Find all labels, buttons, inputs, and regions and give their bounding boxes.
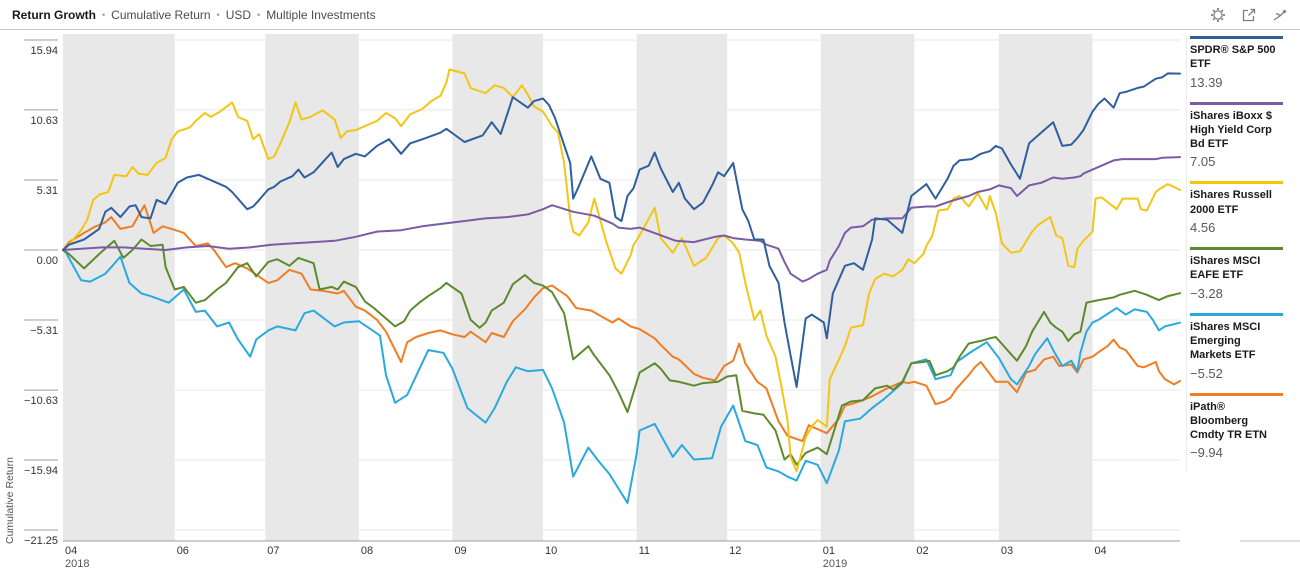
y-tick-label: −10.63 [24,395,58,407]
x-tick-label: 07 [267,545,279,557]
month-band [452,34,543,541]
legend-entry-name: iShares iBoxx $ High Yield Corp Bd ETF [1190,109,1272,151]
month-band [998,34,1093,541]
subtitle-currency: USD [225,7,252,22]
legend-entry-russell[interactable]: iShares Russell 2000 ETF 4.56 [1190,181,1283,235]
subtitle-return-type: Cumulative Return [111,7,211,22]
toolbar-icons [1210,7,1288,23]
x-tick-label: 09 [454,545,466,557]
x-tick-label: 04 [65,545,77,557]
y-tick-label: −15.94 [24,465,58,477]
month-band [265,34,359,541]
x-tick-label: 11 [639,545,650,557]
y-tick-label: 10.63 [30,115,58,127]
legend-entry-name: iShares MSCI Emerging Markets ETF [1190,320,1261,362]
series-line-sp500[interactable] [62,72,1181,388]
export-icon[interactable] [1241,7,1257,23]
y-tick-label: −5.31 [30,325,58,337]
separator-dot: • [102,9,106,20]
x-tick-year-label: 2018 [65,558,89,570]
subtitle-investments: Multiple Investments [266,7,376,22]
separator-dot: • [216,9,220,20]
y-tick-label: 15.94 [30,45,58,57]
legend-entry-value: 4.56 [1190,220,1216,236]
legend-entry-name: SPDR® S&P 500 ETF [1190,44,1276,71]
legend-entry-em[interactable]: iShares MSCI Emerging Markets ETF −5.52 [1190,312,1283,381]
legend-entry-value: −9.94 [1190,445,1223,461]
legend-entry-cmdty[interactable]: iPath® Bloomberg Cmdty TR ETN −9.94 [1190,392,1283,461]
legend-entry-sp500[interactable]: SPDR® S&P 500 ETF 13.39 [1190,36,1283,90]
legend-entry-value: −5.52 [1190,365,1223,381]
toolbar: Return Growth • Cumulative Return • USD … [0,0,1300,30]
x-tick-label: 08 [361,545,373,557]
x-tick-year-label: 2019 [823,558,847,570]
series-line-em[interactable] [62,249,1181,504]
series-line-hy[interactable] [62,156,1181,283]
legend-entry-value: 7.05 [1190,154,1216,170]
legend-entry-value: −3.28 [1190,285,1223,301]
y-tick-label: 0.00 [37,255,58,267]
y-tick-label: 5.31 [37,185,58,197]
legend-entry-value: 13.39 [1190,74,1223,90]
chart-legend: SPDR® S&P 500 ETF 13.39 iShares iBoxx $ Hi… [1186,36,1283,473]
legend-entry-eafe[interactable]: iShares MSCI EAFE ETF −3.28 [1190,247,1283,301]
legend-entry-name: iShares MSCI EAFE ETF [1190,255,1261,282]
y-axis-title: Cumulative Return [4,457,16,544]
series-line-eafe[interactable] [62,238,1181,466]
x-tick-label: 06 [177,545,189,557]
x-tick-label: 12 [729,545,741,557]
x-tick-label: 04 [1094,545,1106,557]
x-tick-label: 02 [916,545,928,557]
page-title: Return Growth [12,7,96,22]
series-line-cmdty[interactable] [62,204,1181,443]
y-tick-label: −21.25 [24,535,58,547]
legend-entry-name: iPath® Bloomberg Cmdty TR ETN [1190,400,1267,442]
legend-entry-name: iShares Russell 2000 ETF [1190,189,1272,216]
x-tick-label: 03 [1001,545,1013,557]
month-band [63,34,175,541]
settings-icon[interactable] [1210,7,1226,23]
share-icon[interactable] [1272,7,1288,23]
legend-entry-hy[interactable]: iShares iBoxx $ High Yield Corp Bd ETF 7.… [1190,101,1283,170]
series-line-russell[interactable] [62,68,1181,473]
x-tick-label: 01 [823,545,835,557]
x-tick-label: 10 [545,545,557,557]
separator-dot: • [257,9,261,20]
